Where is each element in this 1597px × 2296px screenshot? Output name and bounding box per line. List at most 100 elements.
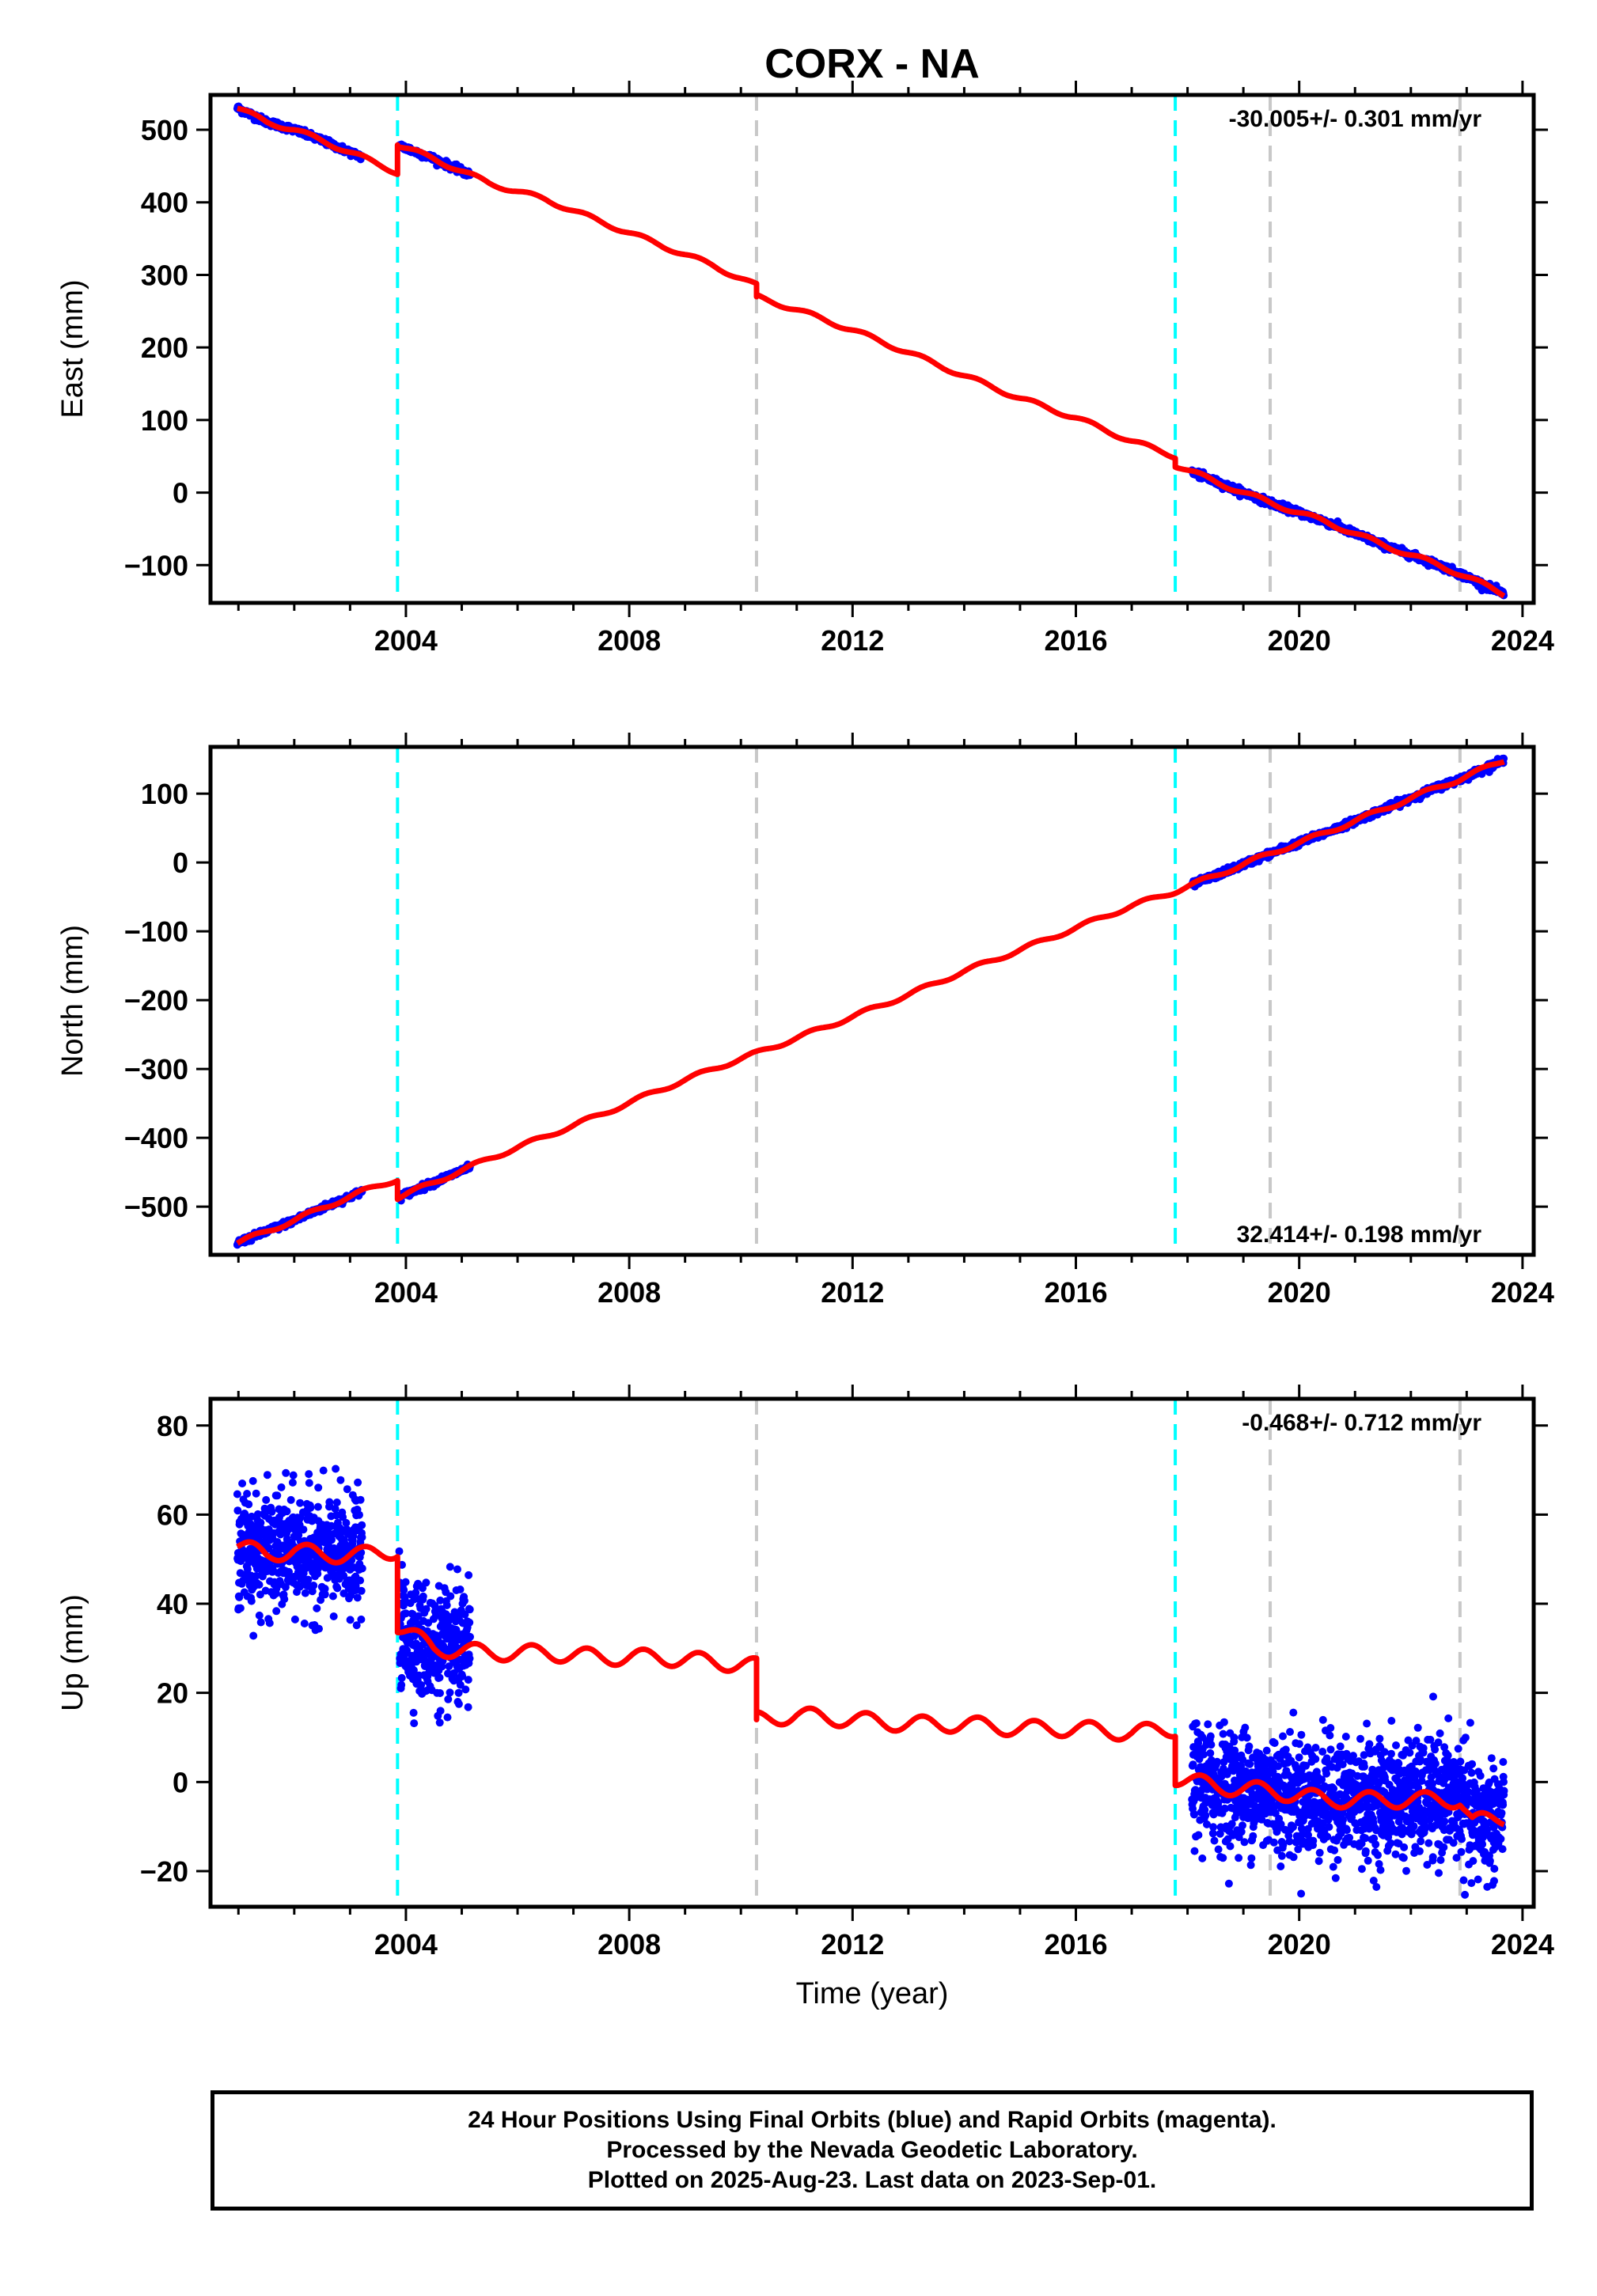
- east-model-line: [236, 105, 1506, 599]
- up-data-point: [1440, 1743, 1449, 1752]
- up-data-point: [1431, 1760, 1440, 1768]
- up-data-point: [1399, 1854, 1408, 1862]
- up-data-point: [1374, 1851, 1382, 1859]
- up-data-point: [277, 1483, 286, 1491]
- up-data-point: [1289, 1708, 1298, 1717]
- up-data-point: [1198, 1854, 1207, 1862]
- up-data-point: [400, 1586, 408, 1594]
- up-data-point: [354, 1478, 362, 1487]
- east-frame: [208, 93, 1536, 605]
- up-data-point: [1311, 1755, 1320, 1764]
- up-data-point: [1304, 1831, 1312, 1839]
- east-y-tick-label: 200: [141, 332, 188, 364]
- up-data-point: [1391, 1850, 1400, 1858]
- up-data-point: [255, 1581, 264, 1589]
- up-data-point: [1276, 1820, 1285, 1828]
- up-data-point: [1405, 1749, 1414, 1757]
- up-data-point: [422, 1605, 431, 1613]
- north-data-points: [233, 754, 1508, 1249]
- up-data-point: [417, 1680, 426, 1689]
- up-data-point: [235, 1593, 244, 1601]
- up-data-point: [1270, 1739, 1279, 1748]
- up-y-tick-label: 60: [157, 1498, 188, 1531]
- up-data-point: [1412, 1771, 1420, 1779]
- up-data-point: [346, 1616, 355, 1624]
- up-data-point: [332, 1498, 341, 1506]
- east-y-tick-label: 500: [141, 114, 188, 146]
- up-data-point: [1206, 1732, 1215, 1741]
- up-data-point: [1289, 1853, 1298, 1862]
- up-data-point: [465, 1605, 474, 1614]
- up-data-point: [1386, 1839, 1395, 1847]
- up-data-point: [465, 1618, 474, 1627]
- up-data-point: [1489, 1764, 1498, 1773]
- up-data-point: [304, 1575, 313, 1584]
- up-data-point: [256, 1518, 265, 1527]
- up-data-point: [1375, 1734, 1384, 1743]
- up-data-point: [1213, 1757, 1221, 1766]
- up-data-point: [461, 1610, 469, 1619]
- east-x-tick-label: 2024: [1491, 624, 1554, 657]
- up-data-point: [1214, 1799, 1223, 1807]
- up-data-points: [233, 1464, 1508, 1899]
- up-data-point: [436, 1689, 444, 1697]
- up-data-point: [1416, 1755, 1424, 1764]
- up-data-point: [358, 1564, 366, 1573]
- up-data-point: [265, 1619, 274, 1627]
- up-data-point: [352, 1621, 361, 1630]
- up-data-point: [1467, 1879, 1476, 1888]
- up-data-point: [1402, 1866, 1410, 1875]
- up-data-point: [1426, 1735, 1435, 1744]
- up-data-point: [1356, 1734, 1364, 1743]
- up-data-point: [1372, 1802, 1381, 1810]
- up-data-point: [1375, 1860, 1383, 1868]
- up-y-tick-label: 0: [173, 1766, 188, 1798]
- up-frame: [208, 1396, 1536, 1909]
- up-data-point: [1208, 1829, 1217, 1838]
- up-data-point: [1409, 1803, 1417, 1812]
- up-data-point: [305, 1479, 313, 1487]
- up-data-point: [252, 1572, 260, 1580]
- up-data-point: [280, 1595, 289, 1604]
- up-data-point: [1357, 1865, 1366, 1874]
- up-data-point: [1467, 1768, 1476, 1777]
- up-data-point: [299, 1525, 308, 1534]
- up-data-point: [414, 1612, 423, 1620]
- up-data-point: [357, 1586, 366, 1595]
- east-panel: 2004 2008 2012 2016 2020 2024−100010020030040…: [56, 81, 1554, 657]
- up-data-point: [435, 1673, 444, 1682]
- up-data-point: [1249, 1832, 1257, 1840]
- east-data-points: [233, 102, 1508, 600]
- up-y-tick-label: 80: [157, 1410, 188, 1442]
- up-data-point: [1281, 1745, 1290, 1754]
- east-y-tick-label: 300: [141, 259, 188, 291]
- up-data-point: [255, 1611, 264, 1620]
- up-data-point: [1216, 1829, 1224, 1838]
- up-data-point: [233, 1490, 241, 1498]
- up-data-point: [436, 1707, 445, 1715]
- up-data-point: [1279, 1841, 1288, 1850]
- up-data-point: [1443, 1751, 1452, 1760]
- east-x-tick-label: 2012: [821, 624, 884, 657]
- up-y-tick-label: 20: [157, 1677, 188, 1710]
- up-data-point: [1210, 1836, 1219, 1845]
- up-plot-area: [233, 1399, 1508, 1907]
- up-data-point: [401, 1609, 410, 1618]
- east-y-tick-label: 100: [141, 404, 188, 437]
- up-data-point: [247, 1597, 256, 1605]
- up-data-point: [1220, 1718, 1228, 1726]
- up-data-point: [442, 1601, 451, 1609]
- up-data-point: [1297, 1889, 1306, 1898]
- up-data-point: [1246, 1861, 1255, 1870]
- up-data-point: [1365, 1740, 1374, 1749]
- up-data-point: [454, 1688, 463, 1697]
- up-data-point: [1318, 1748, 1327, 1756]
- footer-line-2: Processed by the Nevada Geodetic Laborat…: [606, 2137, 1138, 2163]
- up-data-point: [1326, 1745, 1335, 1754]
- up-data-point: [336, 1476, 345, 1484]
- up-data-point: [1219, 1730, 1227, 1738]
- up-data-point: [1326, 1731, 1334, 1740]
- up-data-point: [1436, 1856, 1445, 1864]
- up-data-point: [1237, 1828, 1246, 1836]
- north-x-tick-label: 2016: [1044, 1276, 1107, 1309]
